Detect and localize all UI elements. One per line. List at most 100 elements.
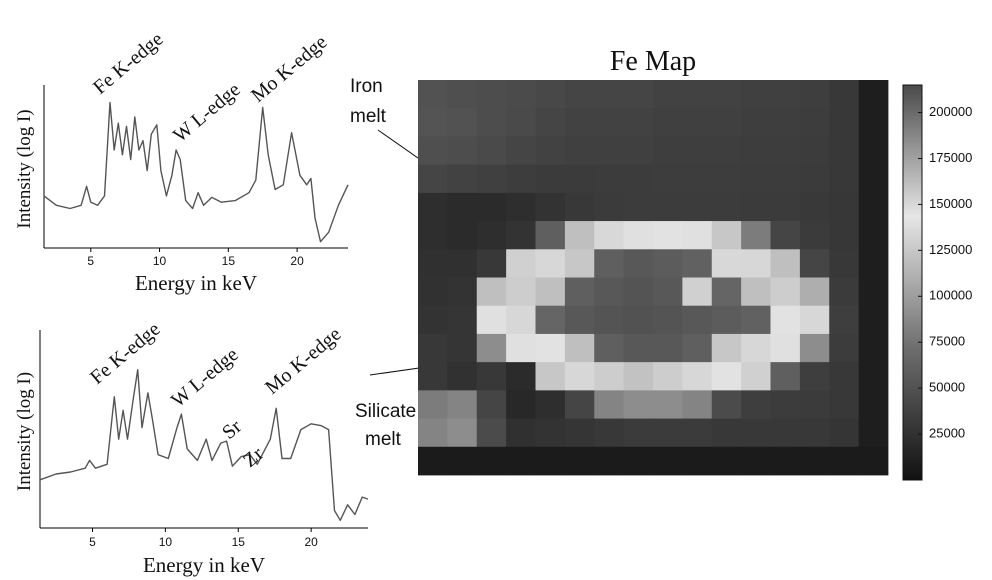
map-cell [712, 334, 742, 363]
map-cell [506, 249, 536, 278]
map-cell [477, 306, 507, 335]
map-cell [800, 108, 830, 137]
map-cell [800, 334, 830, 363]
map-cell [418, 278, 448, 307]
map-cell [506, 193, 536, 222]
map-cell [741, 193, 771, 222]
map-cell [771, 306, 801, 335]
colorbar-tick-label: 150000 [929, 196, 972, 211]
map-cell [712, 419, 742, 448]
x-tick-label: 5 [87, 254, 94, 268]
map-cell [536, 249, 566, 278]
map-cell [682, 136, 712, 165]
map-cell [536, 390, 566, 419]
map-cell [859, 447, 889, 476]
colorbar-tick-label: 50000 [929, 380, 965, 395]
map-cell [594, 136, 624, 165]
map-cell [594, 249, 624, 278]
figure: 5101520Energy in keVIntensity (log I)Fe … [0, 0, 992, 580]
map-cell [447, 193, 477, 222]
map-cell [418, 419, 448, 448]
map-cell [418, 136, 448, 165]
map-cell [565, 193, 595, 222]
map-cell [565, 108, 595, 137]
map-cell [447, 136, 477, 165]
map-cell [418, 447, 448, 476]
map-cell [800, 278, 830, 307]
map-cell [447, 447, 477, 476]
map-cell [712, 390, 742, 419]
map-cell [653, 80, 683, 109]
map-cell [653, 221, 683, 250]
map-cell [477, 447, 507, 476]
map-cell [712, 108, 742, 137]
map-cell [859, 108, 889, 137]
x-tick-label: 10 [153, 254, 167, 268]
map-cell [536, 362, 566, 391]
map-cell [418, 165, 448, 194]
map-cell [859, 334, 889, 363]
map-cell [829, 136, 859, 165]
map-cell [536, 447, 566, 476]
map-cell [418, 221, 448, 250]
map-cell [771, 108, 801, 137]
map-cell [829, 334, 859, 363]
map-cell [800, 193, 830, 222]
map-cell [653, 193, 683, 222]
x-tick-label: 20 [304, 535, 318, 549]
map-cell [859, 306, 889, 335]
map-cell [506, 390, 536, 419]
map-cell [565, 306, 595, 335]
colorbar-tick-label: 75000 [929, 334, 965, 349]
map-cell [477, 136, 507, 165]
map-cell [565, 80, 595, 109]
map-cell [829, 221, 859, 250]
map-cell [624, 80, 654, 109]
map-cell [741, 221, 771, 250]
map-cell [741, 419, 771, 448]
map-cell [418, 390, 448, 419]
map-cell [624, 334, 654, 363]
map-annotation: melt [365, 429, 402, 450]
map-cell [594, 165, 624, 194]
map-cell [741, 362, 771, 391]
map-cell [771, 165, 801, 194]
map-cell [447, 278, 477, 307]
map-cell [565, 278, 595, 307]
map-cell [536, 334, 566, 363]
map-cell [712, 136, 742, 165]
map-cell [829, 447, 859, 476]
map-cell [712, 165, 742, 194]
map-cell [418, 80, 448, 109]
map-cell [594, 193, 624, 222]
map-cell [506, 108, 536, 137]
map-cell [653, 136, 683, 165]
map-cell [447, 306, 477, 335]
map-cell [565, 390, 595, 419]
map-cell [771, 334, 801, 363]
map-cell [506, 136, 536, 165]
map-cell [565, 362, 595, 391]
colorbar-tick-label: 100000 [929, 288, 972, 303]
map-cell [829, 108, 859, 137]
map-cell [477, 108, 507, 137]
map-cell [653, 390, 683, 419]
map-cell [536, 221, 566, 250]
map-cell [477, 221, 507, 250]
map-cell [506, 306, 536, 335]
x-tick-label: 20 [290, 254, 304, 268]
map-cell [594, 447, 624, 476]
map-cell [741, 278, 771, 307]
colorbar-tick-label: 125000 [929, 242, 972, 257]
map-cell [682, 278, 712, 307]
map-cell [624, 249, 654, 278]
map-cell [447, 390, 477, 419]
map-cell [594, 390, 624, 419]
map-cell [536, 193, 566, 222]
map-cell [447, 334, 477, 363]
map-cell [741, 306, 771, 335]
map-cell [653, 334, 683, 363]
map-cell [624, 108, 654, 137]
map-cell [418, 362, 448, 391]
map-cell [418, 193, 448, 222]
